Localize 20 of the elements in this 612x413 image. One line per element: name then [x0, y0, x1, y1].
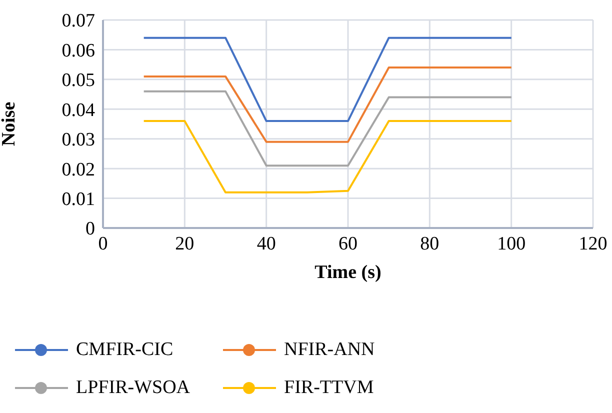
x-axis-title: Time (s) — [314, 262, 382, 283]
y-tick-label: 0.03 — [62, 130, 95, 151]
legend-label: NFIR-ANN — [284, 339, 375, 361]
x-tick-label: 120 — [578, 233, 608, 254]
y-tick-label: 0 — [86, 218, 95, 240]
x-tick-label: 20 — [175, 233, 194, 254]
x-tick-label: 100 — [497, 233, 526, 254]
legend-label: LPFIR-WSOA — [76, 377, 190, 399]
y-tick-label: 0.06 — [62, 40, 95, 62]
x-tick-label: 60 — [338, 233, 358, 254]
x-tick-label: 80 — [420, 233, 440, 254]
legend-label: CMFIR-CIC — [76, 339, 174, 361]
y-tick-label: 0.02 — [62, 159, 95, 180]
x-tick-label: 40 — [256, 233, 276, 254]
y-tick-label: 0.05 — [62, 70, 95, 92]
legend-label: FIR-TTVM — [284, 377, 374, 399]
y-tick-label: 0.04 — [62, 100, 96, 121]
y-tick-label: 0.07 — [62, 10, 95, 32]
y-axis-title: Noise — [0, 102, 20, 146]
y-tick-label: 0.01 — [62, 189, 95, 210]
